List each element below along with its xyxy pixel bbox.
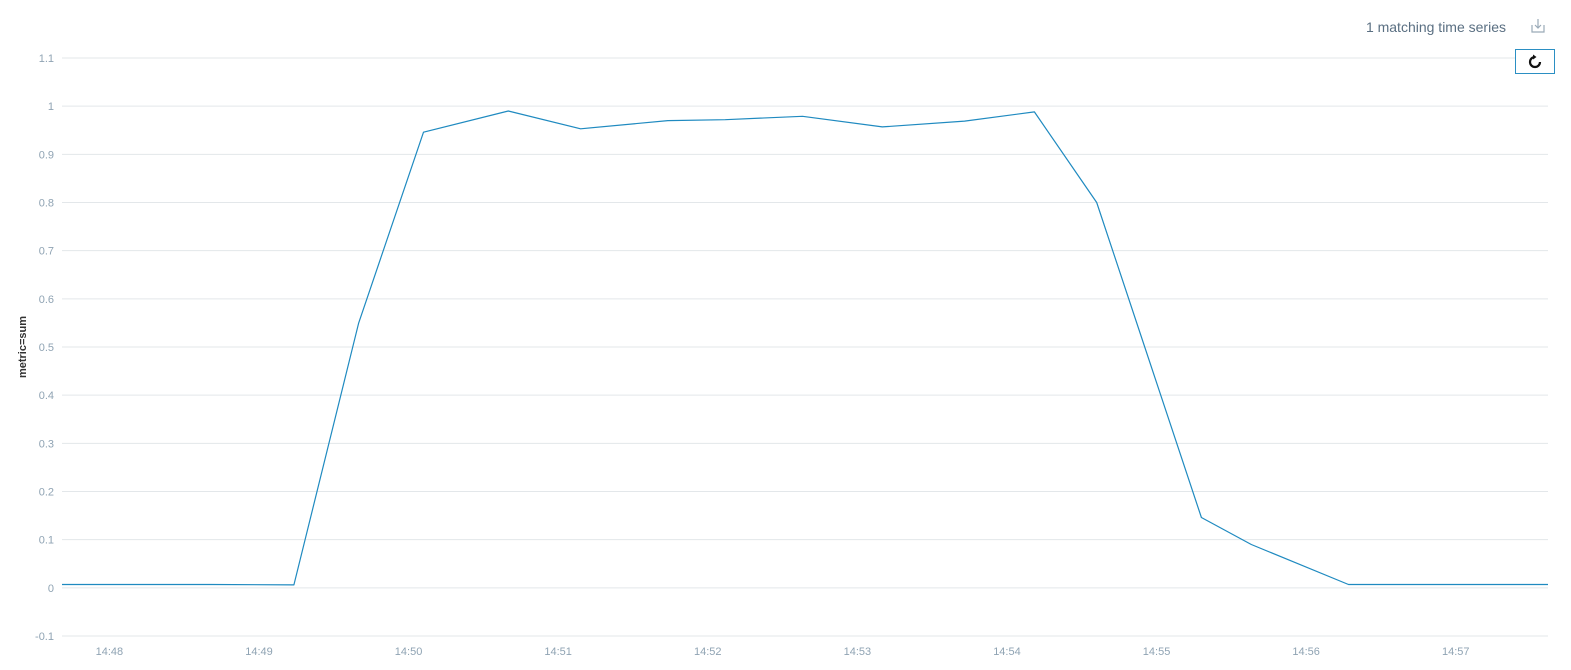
series-line bbox=[62, 110, 1548, 586]
series-layer bbox=[61, 110, 1549, 586]
x-axis-ticks: 14:48 14:49 14:50 14:51 14:52 14:53 14:54 14:55… bbox=[96, 646, 1470, 658]
y-axis-ticks: -0.1 0 0.1 0.2 0.3 0.4 0.5 0.6 0.7 0.8 0.9 1 1.1 bbox=[35, 53, 54, 643]
x-tick-label: 14:53 bbox=[844, 646, 872, 658]
y-tick-label: 0.9 bbox=[39, 149, 54, 161]
y-tick-label: 1.1 bbox=[39, 53, 54, 65]
x-tick-label: 14:52 bbox=[694, 646, 722, 658]
y-tick-label: 0.4 bbox=[39, 390, 54, 402]
refresh-button[interactable] bbox=[1515, 49, 1555, 74]
x-tick-label: 14:57 bbox=[1442, 646, 1470, 658]
y-tick-label: 0.3 bbox=[39, 438, 54, 450]
x-tick-label: 14:55 bbox=[1143, 646, 1171, 658]
x-tick-label: 14:54 bbox=[993, 646, 1021, 658]
y-tick-label: 0.7 bbox=[39, 246, 54, 258]
download-button[interactable] bbox=[1527, 15, 1549, 37]
y-tick-label: 0.5 bbox=[39, 342, 54, 354]
y-tick-label: 0.6 bbox=[39, 294, 54, 306]
x-tick-label: 14:56 bbox=[1292, 646, 1320, 658]
y-tick-label: 0 bbox=[48, 583, 54, 595]
x-tick-label: 14:51 bbox=[544, 646, 572, 658]
grid-lines bbox=[62, 57, 1548, 637]
download-icon bbox=[1531, 19, 1545, 33]
y-tick-label: -0.1 bbox=[35, 631, 54, 643]
x-tick-label: 14:50 bbox=[395, 646, 423, 658]
x-tick-label: 14:48 bbox=[96, 646, 124, 658]
y-tick-label: 0.2 bbox=[39, 487, 54, 499]
y-tick-label: 1 bbox=[48, 101, 54, 113]
y-tick-label: 0.1 bbox=[39, 535, 54, 547]
y-axis-label: metric=sum bbox=[17, 316, 29, 378]
y-tick-label: 0.8 bbox=[39, 198, 54, 210]
x-tick-label: 14:49 bbox=[245, 646, 273, 658]
refresh-icon bbox=[1528, 54, 1542, 68]
matching-series-count: 1 matching time series bbox=[1365, 19, 1506, 35]
